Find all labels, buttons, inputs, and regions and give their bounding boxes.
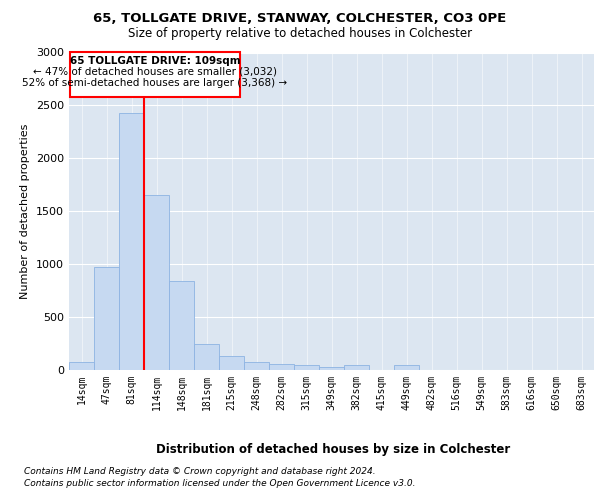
Text: ← 47% of detached houses are smaller (3,032): ← 47% of detached houses are smaller (3,… — [33, 66, 277, 76]
Text: Contains HM Land Registry data © Crown copyright and database right 2024.: Contains HM Land Registry data © Crown c… — [24, 468, 376, 476]
Bar — [194, 344, 219, 370]
Text: Distribution of detached houses by size in Colchester: Distribution of detached houses by size … — [156, 442, 510, 456]
Bar — [94, 267, 119, 370]
Text: Size of property relative to detached houses in Colchester: Size of property relative to detached ho… — [128, 28, 472, 40]
Bar — [70, 52, 240, 97]
Y-axis label: Number of detached properties: Number of detached properties — [20, 124, 31, 299]
Text: 65 TOLLGATE DRIVE: 109sqm: 65 TOLLGATE DRIVE: 109sqm — [70, 56, 240, 66]
Text: Contains public sector information licensed under the Open Government Licence v3: Contains public sector information licen… — [24, 479, 415, 488]
Text: 65, TOLLGATE DRIVE, STANWAY, COLCHESTER, CO3 0PE: 65, TOLLGATE DRIVE, STANWAY, COLCHESTER,… — [94, 12, 506, 26]
Bar — [169, 281, 194, 370]
Bar — [69, 362, 94, 370]
Text: 52% of semi-detached houses are larger (3,368) →: 52% of semi-detached houses are larger (… — [22, 78, 287, 88]
Bar — [344, 365, 369, 370]
Bar — [119, 113, 144, 370]
Bar — [294, 364, 319, 370]
Bar — [144, 196, 169, 370]
Bar — [394, 365, 419, 370]
Bar — [319, 367, 344, 370]
Bar — [219, 356, 244, 370]
Bar — [244, 362, 269, 370]
Bar — [269, 364, 294, 370]
